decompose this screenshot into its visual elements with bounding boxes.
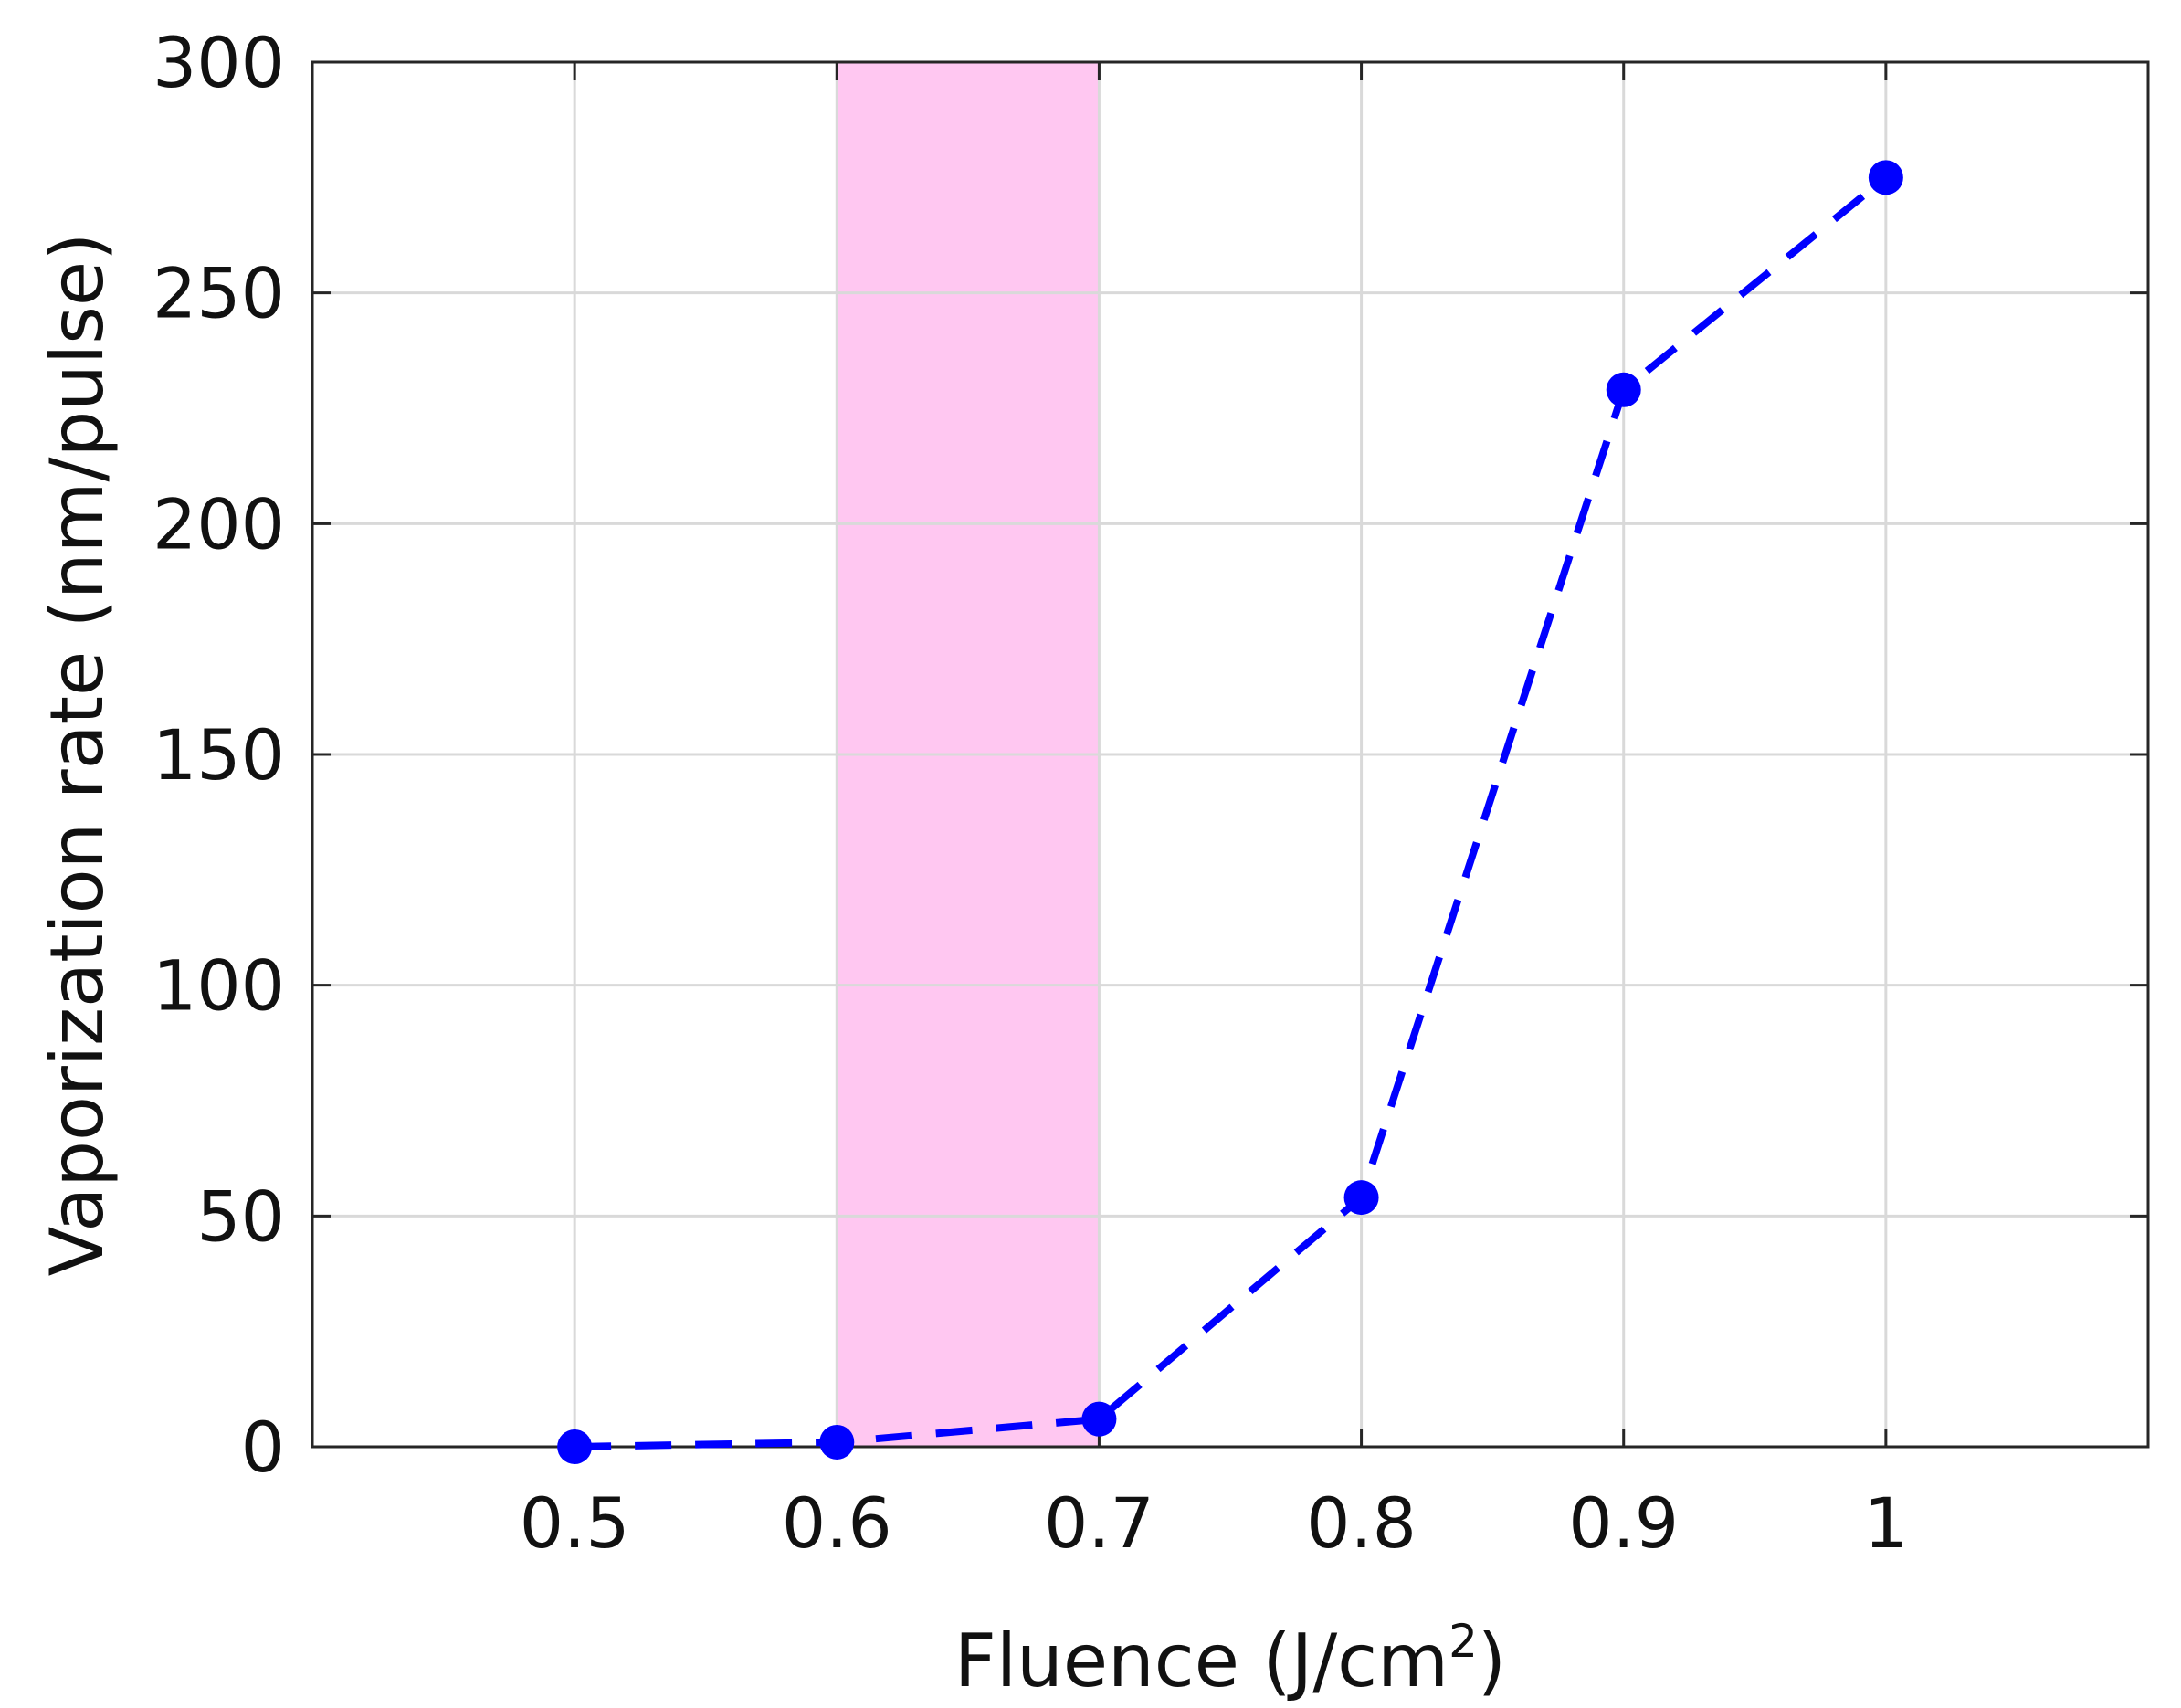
y-axis-label: Vaporization rate (nm/pulse) bbox=[35, 233, 120, 1277]
series-markers bbox=[557, 160, 1903, 1464]
y-tick-labels: 0 50 100 150 200 250 300 bbox=[153, 22, 285, 1488]
y-tick-label: 50 bbox=[196, 1176, 285, 1257]
x-tick-label: 0.7 bbox=[1044, 1482, 1154, 1564]
y-tick-label: 250 bbox=[153, 253, 285, 334]
y-tick-label: 100 bbox=[153, 945, 285, 1027]
y-tick-label: 200 bbox=[153, 483, 285, 564]
x-tick-label: 0.8 bbox=[1306, 1482, 1417, 1564]
data-point-1 bbox=[1868, 160, 1903, 195]
x-tick-label: 0.9 bbox=[1568, 1482, 1679, 1564]
data-point-0.8 bbox=[1343, 1180, 1379, 1216]
x-tick-label: 0.5 bbox=[520, 1482, 630, 1564]
x-tick-label: 0.6 bbox=[782, 1482, 892, 1564]
y-tick-label: 300 bbox=[153, 22, 285, 103]
x-tick-labels: 0.5 0.6 0.7 0.8 0.9 1 bbox=[520, 1482, 1908, 1564]
x-axis-label: Fluence (J/cm2) bbox=[954, 1615, 1506, 1703]
x-tick-label: 1 bbox=[1864, 1482, 1908, 1564]
data-point-0.7 bbox=[1081, 1401, 1117, 1437]
y-tick-label: 150 bbox=[153, 714, 285, 796]
data-point-0.6 bbox=[819, 1424, 855, 1460]
y-tick-label: 0 bbox=[241, 1407, 285, 1488]
series-line bbox=[574, 174, 1889, 1450]
data-point-0.5 bbox=[557, 1429, 593, 1464]
data-point-0.9 bbox=[1606, 372, 1641, 407]
